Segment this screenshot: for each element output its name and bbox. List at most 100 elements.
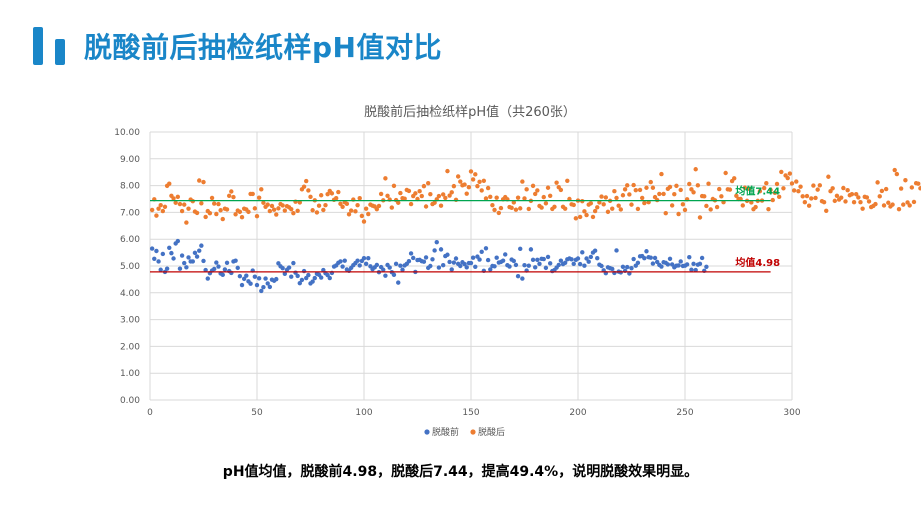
- data-point: [417, 189, 422, 194]
- data-point: [209, 195, 215, 201]
- data-point: [428, 263, 433, 269]
- data-point: [477, 257, 482, 262]
- data-point: [233, 212, 238, 217]
- x-tick-label: 250: [676, 408, 693, 418]
- data-point: [704, 203, 709, 209]
- data-point: [687, 254, 692, 260]
- data-point: [297, 280, 302, 286]
- data-point: [451, 260, 457, 265]
- data-point: [483, 246, 489, 251]
- data-point: [304, 178, 309, 184]
- data-point: [336, 189, 341, 195]
- data-point: [620, 193, 626, 198]
- data-point: [520, 179, 525, 184]
- data-point: [327, 275, 332, 281]
- data-point: [526, 263, 531, 268]
- data-point: [256, 195, 262, 200]
- data-point: [614, 248, 619, 253]
- data-point: [672, 191, 677, 197]
- data-point: [766, 206, 771, 212]
- data-point: [479, 249, 484, 254]
- data-point: [815, 187, 820, 192]
- data-point: [182, 202, 187, 207]
- data-point: [582, 263, 587, 268]
- data-point: [776, 194, 782, 200]
- data-point: [597, 200, 602, 205]
- data-point: [839, 195, 844, 200]
- legend-label[interactable]: 脱酸前: [432, 426, 459, 438]
- data-point: [806, 203, 812, 208]
- data-point: [770, 197, 775, 203]
- data-point: [451, 183, 457, 189]
- data-point: [259, 187, 264, 192]
- data-point: [892, 167, 897, 173]
- logo-bar-tall: [33, 27, 43, 65]
- data-point: [400, 267, 405, 272]
- y-tick-label: 9.00: [120, 155, 140, 165]
- data-point: [167, 181, 172, 186]
- data-point: [509, 205, 514, 211]
- data-point: [383, 176, 388, 181]
- data-point: [753, 204, 758, 210]
- data-point: [462, 182, 467, 187]
- y-tick-label: 10.00: [114, 128, 140, 138]
- data-point: [603, 195, 609, 200]
- data-point: [537, 261, 542, 267]
- data-point: [629, 265, 634, 271]
- data-point: [503, 252, 508, 257]
- data-point: [599, 194, 604, 199]
- data-point: [156, 206, 161, 211]
- data-point: [642, 200, 647, 206]
- data-point: [676, 211, 681, 217]
- data-point: [669, 203, 675, 208]
- data-point: [263, 276, 268, 281]
- data-point: [877, 194, 882, 199]
- data-point: [224, 207, 230, 212]
- mean-label: 均值7.44: [735, 185, 780, 198]
- data-point: [447, 193, 452, 198]
- data-point: [719, 194, 724, 199]
- data-point: [483, 196, 489, 201]
- data-point: [430, 257, 435, 262]
- data-point: [565, 178, 570, 183]
- data-point: [340, 264, 345, 269]
- data-point: [809, 196, 814, 201]
- data-point: [445, 168, 450, 174]
- data-point: [291, 211, 296, 216]
- data-point: [190, 259, 195, 264]
- data-point: [515, 273, 521, 279]
- data-point: [222, 267, 228, 272]
- data-point: [434, 239, 439, 245]
- data-point: [289, 206, 294, 212]
- data-point: [571, 202, 576, 208]
- legend[interactable]: 脱酸前 脱酸后: [424, 426, 505, 438]
- mean-label: 均值4.98: [735, 256, 780, 269]
- data-point: [734, 193, 739, 198]
- data-point: [216, 264, 221, 269]
- data-point: [396, 200, 401, 205]
- data-point: [680, 202, 686, 207]
- data-point: [543, 265, 549, 271]
- data-point: [826, 174, 831, 179]
- data-point: [252, 274, 258, 279]
- data-point: [413, 191, 418, 196]
- data-point: [470, 255, 476, 260]
- data-point: [194, 254, 200, 259]
- data-point: [197, 248, 202, 253]
- data-point: [779, 169, 784, 175]
- data-point: [473, 172, 478, 177]
- data-point: [485, 257, 491, 263]
- data-point: [650, 185, 656, 190]
- data-point: [616, 203, 621, 208]
- data-point: [154, 213, 159, 218]
- legend-label[interactable]: 脱酸后: [478, 426, 505, 438]
- data-point: [197, 178, 202, 183]
- data-point: [533, 265, 538, 270]
- data-point: [860, 206, 865, 211]
- data-point: [595, 205, 600, 210]
- data-point: [175, 238, 181, 244]
- data-point: [408, 251, 414, 256]
- data-point: [466, 185, 472, 190]
- data-point: [625, 183, 630, 188]
- data-point: [635, 206, 641, 212]
